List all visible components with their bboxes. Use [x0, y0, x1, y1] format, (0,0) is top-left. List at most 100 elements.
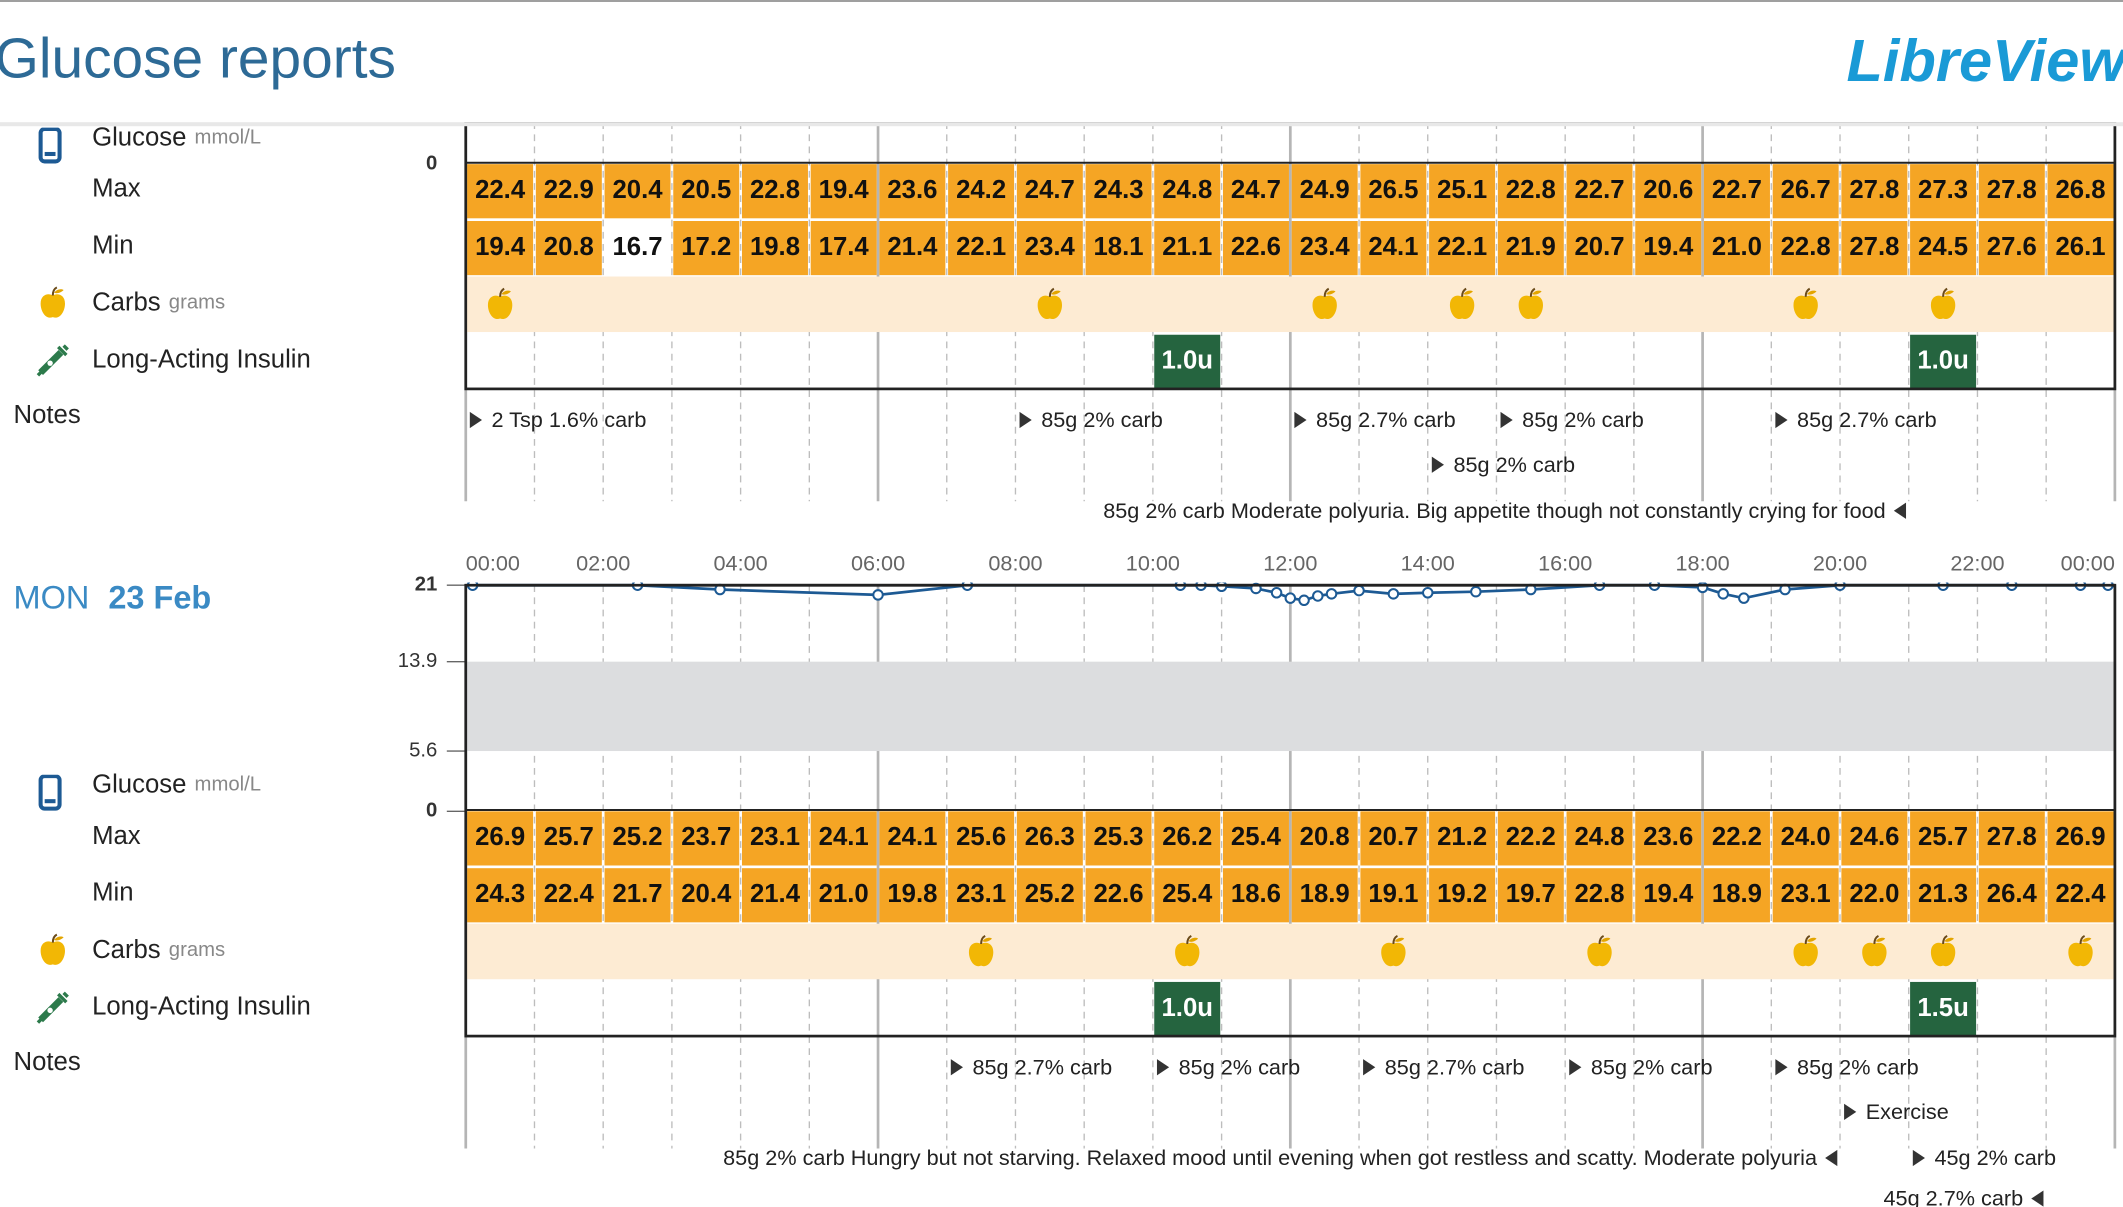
min-value: 18.1	[1094, 233, 1144, 261]
brand: LibreView	[1847, 27, 2123, 94]
note-text: 45g 2% carb	[1934, 1145, 2056, 1170]
carbs-band	[465, 276, 2115, 333]
max-cell	[1154, 811, 1221, 866]
row-label: Min	[92, 879, 133, 907]
max-cell	[1016, 164, 1083, 219]
max-value: 22.8	[1506, 176, 1556, 204]
insulin-cell	[1910, 981, 1977, 1037]
min-cell	[1841, 221, 1908, 276]
row-label: Max	[92, 822, 141, 850]
max-value: 27.8	[1987, 176, 2037, 204]
header: Glucose reports LibreView	[0, 0, 2123, 127]
time-label: 22:00	[1950, 551, 2004, 576]
header-shadow	[0, 122, 2123, 127]
max-value: 25.7	[1918, 823, 1968, 851]
row-label: Long-Acting Insulin	[92, 992, 311, 1020]
min-value: 19.4	[1643, 233, 1694, 261]
max-value: 25.4	[1231, 823, 1282, 851]
note-text: 85g 2% carb	[1591, 1054, 1713, 1079]
min-value: 21.7	[613, 880, 663, 908]
note-arrow	[1844, 1103, 1857, 1121]
min-cell	[1978, 221, 2045, 276]
min-value: 20.7	[1574, 233, 1624, 261]
note-text: 85g 2% carb	[1041, 407, 1163, 432]
time-label: 00:00	[466, 551, 520, 576]
max-cell	[1085, 164, 1152, 219]
time-label: 06:00	[851, 551, 905, 576]
max-value: 24.1	[887, 823, 937, 851]
max-value: 25.1	[1437, 176, 1487, 204]
max-cell	[1566, 164, 1633, 219]
max-cell	[535, 164, 602, 219]
max-cell	[604, 164, 671, 219]
note-text: Exercise	[1866, 1099, 1949, 1124]
min-cell	[1772, 221, 1839, 276]
min-value: 18.6	[1231, 880, 1281, 908]
min-cell	[810, 221, 877, 276]
min-value: 27.8	[1849, 233, 1899, 261]
max-cell	[535, 811, 602, 866]
max-value: 27.8	[1987, 823, 2037, 851]
max-cell	[741, 164, 808, 219]
insulin-icon	[38, 346, 68, 376]
min-value: 24.3	[475, 880, 525, 908]
min-value: 21.1	[1162, 233, 1212, 261]
time-label: 08:00	[988, 551, 1042, 576]
min-cell	[1497, 868, 1564, 923]
max-value: 27.8	[1849, 176, 1899, 204]
min-value: 17.4	[819, 233, 870, 261]
row-label-unit: mmol/L	[195, 127, 262, 149]
max-cell	[1222, 811, 1289, 866]
row-label-name: Glucose	[92, 123, 186, 151]
insulin-cell	[1910, 334, 1977, 389]
max-value: 22.4	[475, 176, 526, 204]
row-label: Notes	[14, 1048, 81, 1076]
min-value: 25.2	[1025, 880, 1075, 908]
max-value: 24.3	[1094, 176, 1144, 204]
min-cell	[535, 221, 602, 276]
min-value: 20.4	[681, 880, 732, 908]
max-cell	[1497, 164, 1564, 219]
min-value: 19.4	[1643, 880, 1694, 908]
insulin-cell	[1154, 334, 1221, 389]
min-cell	[1222, 221, 1289, 276]
min-cell	[1910, 221, 1977, 276]
max-cell	[1772, 811, 1839, 866]
min-cell	[1566, 221, 1633, 276]
min-value: 23.4	[1025, 233, 1076, 261]
max-cell	[1291, 164, 1358, 219]
min-value: 19.8	[887, 880, 937, 908]
max-value: 26.7	[1781, 176, 1831, 204]
min-value: 22.4	[2055, 880, 2106, 908]
min-value: 26.4	[1987, 880, 2038, 908]
row-label: Notes	[14, 401, 81, 429]
glucose-icon	[41, 776, 60, 808]
max-value: 24.0	[1781, 823, 1831, 851]
note-arrow	[1019, 411, 1032, 429]
max-cell	[879, 164, 946, 219]
row-label-name: Glucose	[92, 770, 186, 798]
max-cell	[467, 811, 534, 866]
max-value: 23.1	[750, 823, 800, 851]
min-cell	[1016, 221, 1083, 276]
glucose-point	[1284, 592, 1297, 604]
note-text: 85g 2% carb Hungry but not starving. Rel…	[723, 1145, 1818, 1170]
min-value: 22.6	[1094, 880, 1144, 908]
time-label: 02:00	[576, 551, 630, 576]
min-cell	[810, 868, 877, 923]
min-cell	[1085, 868, 1152, 923]
max-value: 20.6	[1643, 176, 1693, 204]
min-cell	[1291, 868, 1358, 923]
max-cell	[1497, 811, 1564, 866]
max-value: 25.3	[1094, 823, 1144, 851]
max-value: 23.7	[681, 823, 731, 851]
min-value: 19.7	[1506, 880, 1556, 908]
min-value: 23.1	[1781, 880, 1831, 908]
max-cell	[673, 164, 740, 219]
min-cell	[1222, 868, 1289, 923]
min-cell	[535, 868, 602, 923]
max-value: 23.6	[887, 176, 937, 204]
min-cell	[879, 221, 946, 276]
min-value: 21.0	[819, 880, 869, 908]
max-cell	[1085, 811, 1152, 866]
